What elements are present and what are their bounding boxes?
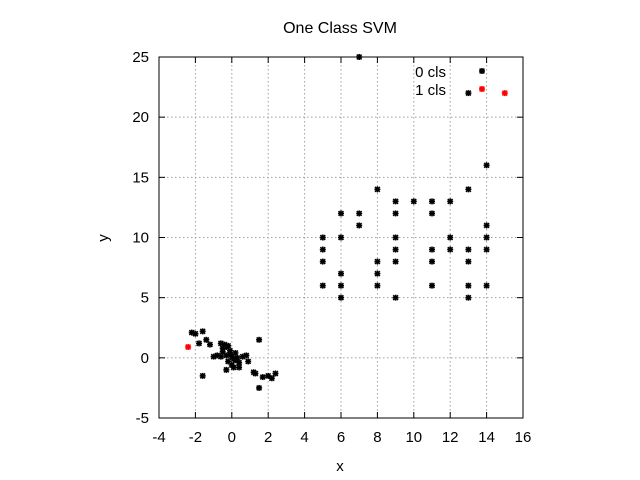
data-point-series-0 bbox=[483, 234, 490, 241]
x-tick-label: 12 bbox=[442, 429, 459, 446]
data-point-series-0 bbox=[338, 234, 344, 241]
data-point-series-0 bbox=[447, 246, 454, 253]
data-point-series-0 bbox=[374, 270, 381, 277]
data-point-series-0 bbox=[465, 246, 472, 253]
data-point-series-0 bbox=[356, 54, 363, 60]
y-tick-label: 5 bbox=[141, 290, 149, 307]
data-point-series-0 bbox=[219, 345, 226, 352]
data-point-series-0 bbox=[225, 342, 232, 349]
x-tick-label: 6 bbox=[337, 429, 345, 446]
legend-label-0: 0 cls bbox=[415, 64, 446, 81]
legend-label-1: 1 cls bbox=[415, 82, 446, 99]
data-point-series-0 bbox=[483, 162, 490, 169]
legend-marker-0 bbox=[479, 68, 485, 74]
legend-symbol-1 bbox=[479, 86, 485, 92]
x-tick-label: 14 bbox=[478, 429, 495, 446]
data-point-series-0 bbox=[483, 282, 490, 289]
data-point-series-0 bbox=[465, 294, 472, 301]
data-point-series-0 bbox=[374, 282, 381, 289]
data-point-series-0 bbox=[338, 210, 344, 217]
y-tick-label: 20 bbox=[132, 109, 149, 126]
data-point-series-0 bbox=[429, 198, 435, 205]
data-point-series-0 bbox=[392, 258, 399, 265]
data-point-series-0 bbox=[319, 234, 326, 241]
data-point-series-0 bbox=[319, 246, 326, 253]
x-tick-label: 8 bbox=[373, 429, 381, 446]
data-point-series-0 bbox=[199, 328, 206, 335]
data-point-series-0 bbox=[256, 384, 263, 391]
x-tick-label: 10 bbox=[405, 429, 422, 446]
data-point-series-0 bbox=[356, 210, 363, 217]
data-point-series-0 bbox=[268, 375, 275, 382]
x-tick-label: 4 bbox=[300, 429, 308, 446]
data-points bbox=[185, 54, 508, 391]
data-point-series-0 bbox=[465, 282, 472, 289]
data-point-series-0 bbox=[319, 258, 326, 265]
x-tick-label: 2 bbox=[264, 429, 272, 446]
legend-symbol-0 bbox=[479, 68, 485, 74]
data-point-series-0 bbox=[392, 234, 399, 241]
data-point-series-0 bbox=[410, 198, 417, 205]
chart-title: One Class SVM bbox=[283, 20, 397, 37]
x-tick-label: -4 bbox=[152, 429, 165, 446]
data-point-series-0 bbox=[199, 372, 206, 379]
data-point-series-0 bbox=[203, 336, 210, 343]
data-point-series-0 bbox=[392, 198, 399, 205]
data-point-series-1 bbox=[501, 90, 508, 97]
data-point-series-0 bbox=[225, 358, 232, 365]
data-point-series-0 bbox=[429, 282, 435, 289]
data-point-series-0 bbox=[243, 352, 250, 359]
x-tick-label: -2 bbox=[189, 429, 202, 446]
data-point-series-0 bbox=[447, 234, 454, 241]
x-axis-label: x bbox=[336, 458, 344, 475]
legend: 0 cls 1 cls bbox=[415, 64, 485, 99]
data-point-series-0 bbox=[319, 282, 326, 289]
data-point-series-0 bbox=[429, 210, 435, 217]
data-point-series-0 bbox=[250, 369, 257, 376]
legend-marker-1 bbox=[479, 86, 485, 92]
data-point-series-0 bbox=[465, 258, 472, 265]
data-point-series-0 bbox=[338, 282, 344, 289]
y-tick-label: 15 bbox=[132, 169, 149, 186]
y-tick-label: 25 bbox=[132, 49, 149, 66]
y-axis-label: y bbox=[95, 234, 112, 242]
data-point-series-0 bbox=[483, 222, 490, 229]
data-point-series-0 bbox=[465, 186, 472, 193]
data-point-series-0 bbox=[232, 357, 239, 364]
data-point-series-0 bbox=[374, 258, 381, 265]
data-point-series-0 bbox=[465, 90, 472, 97]
x-tick-label: 0 bbox=[228, 429, 236, 446]
data-point-series-0 bbox=[192, 330, 199, 337]
data-point-series-0 bbox=[392, 246, 399, 253]
data-point-series-0 bbox=[338, 270, 344, 277]
data-point-series-0 bbox=[223, 366, 230, 373]
data-point-series-0 bbox=[374, 186, 381, 193]
axis-ticks: -4 -2 0 2 4 6 8 10 12 14 16 -5 0 5 10 15 20 25 bbox=[132, 49, 531, 446]
data-point-series-0 bbox=[429, 246, 435, 253]
data-point-series-0 bbox=[338, 294, 344, 301]
data-point-series-0 bbox=[429, 258, 435, 265]
data-point-series-0 bbox=[392, 210, 399, 217]
y-tick-label: 0 bbox=[141, 350, 149, 367]
data-point-series-0 bbox=[272, 370, 279, 377]
data-point-series-0 bbox=[356, 222, 363, 229]
data-point-series-0 bbox=[206, 341, 213, 348]
data-point-series-0 bbox=[230, 364, 237, 371]
y-tick-label: -5 bbox=[136, 410, 149, 427]
data-point-series-0 bbox=[217, 353, 224, 360]
data-point-series-0 bbox=[226, 347, 233, 354]
data-point-series-0 bbox=[392, 294, 399, 301]
data-point-series-0 bbox=[245, 358, 252, 365]
data-point-series-0 bbox=[447, 198, 454, 205]
x-tick-label: 16 bbox=[515, 429, 532, 446]
data-point-series-0 bbox=[483, 246, 490, 253]
data-point-series-0 bbox=[259, 374, 266, 381]
y-tick-label: 10 bbox=[132, 230, 149, 247]
data-point-series-1 bbox=[185, 344, 192, 351]
data-point-series-0 bbox=[256, 336, 263, 343]
data-point-series-0 bbox=[196, 340, 203, 347]
